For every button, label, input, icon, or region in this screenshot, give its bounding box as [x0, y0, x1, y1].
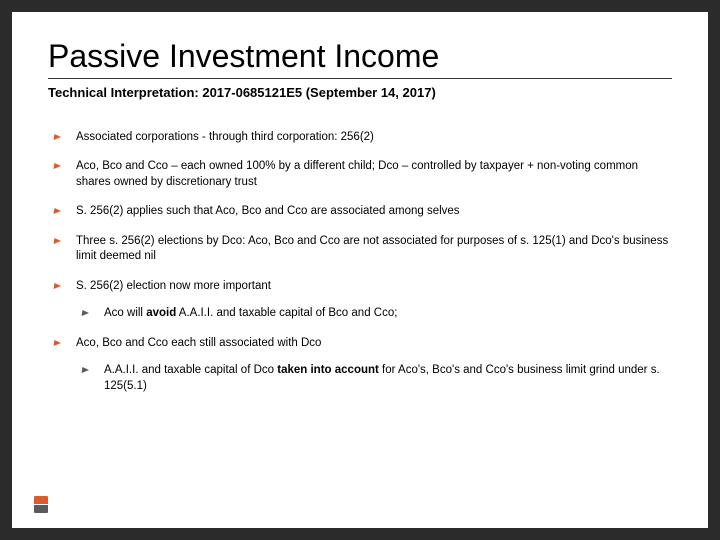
bullet-text: S. 256(2) election now more important — [76, 280, 271, 292]
sub-bullet-list: Aco will avoid A.A.I.I. and taxable capi… — [76, 306, 672, 322]
bullet-text: S. 256(2) applies such that Aco, Bco and… — [76, 205, 460, 217]
sub-bullet-bold: taken into account — [277, 364, 379, 376]
sub-bullet-list: A.A.I.I. and taxable capital of Dco take… — [76, 363, 672, 394]
sub-bullet-pre: Aco will — [104, 307, 146, 319]
bullet-text: Three s. 256(2) elections by Dco: Aco, B… — [76, 235, 668, 263]
slide-title: Passive Investment Income — [48, 40, 672, 74]
title-rule — [48, 78, 672, 79]
bullet-text: Aco, Bco and Cco each still associated w… — [76, 337, 321, 349]
slide: Passive Investment Income Technical Inte… — [12, 12, 708, 528]
bullet-list: Associated corporations - through third … — [48, 130, 672, 395]
sub-list-item: Aco will avoid A.A.I.I. and taxable capi… — [76, 306, 672, 322]
list-item: S. 256(2) election now more important Ac… — [48, 279, 672, 322]
bullet-text: Aco, Bco and Cco – each owned 100% by a … — [76, 160, 638, 188]
sub-bullet-pre: A.A.I.I. and taxable capital of Dco — [104, 364, 277, 376]
list-item: Aco, Bco and Cco each still associated w… — [48, 336, 672, 395]
sub-list-item: A.A.I.I. and taxable capital of Dco take… — [76, 363, 672, 394]
slide-subtitle: Technical Interpretation: 2017-0685121E5… — [48, 85, 672, 100]
list-item: Associated corporations - through third … — [48, 130, 672, 146]
list-item: Three s. 256(2) elections by Dco: Aco, B… — [48, 234, 672, 265]
brand-logo-icon — [34, 496, 48, 514]
bullet-text: Associated corporations - through third … — [76, 131, 374, 143]
list-item: Aco, Bco and Cco – each owned 100% by a … — [48, 159, 672, 190]
sub-bullet-post: A.A.I.I. and taxable capital of Bco and … — [176, 307, 397, 319]
list-item: S. 256(2) applies such that Aco, Bco and… — [48, 204, 672, 220]
sub-bullet-bold: avoid — [146, 307, 176, 319]
